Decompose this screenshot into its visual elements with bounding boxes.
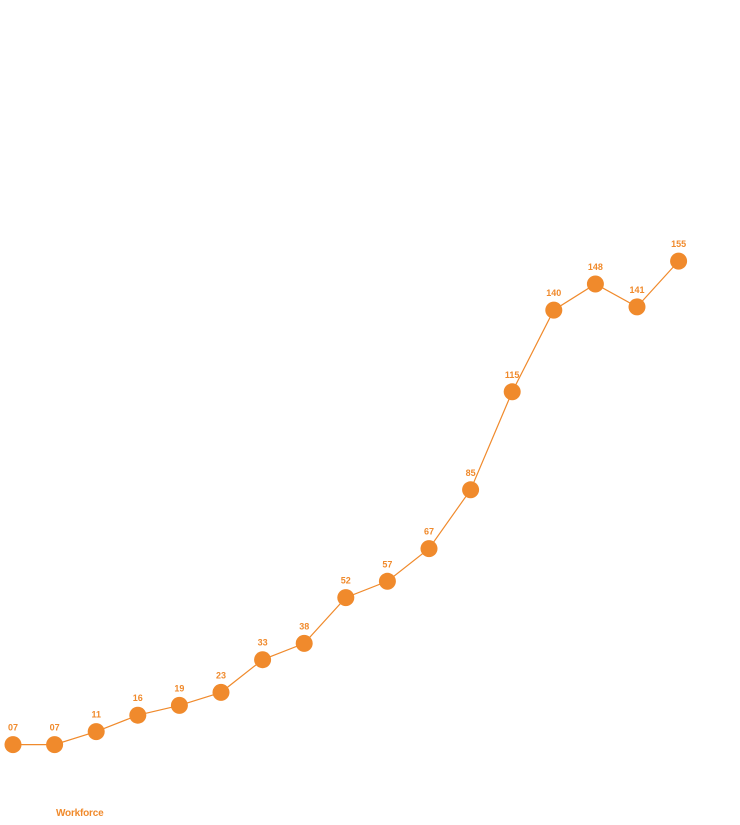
data-point bbox=[254, 651, 272, 669]
data-label: 23 bbox=[216, 670, 226, 680]
data-point bbox=[420, 540, 438, 558]
data-point bbox=[295, 634, 313, 652]
series-line bbox=[13, 260, 680, 746]
data-label: 33 bbox=[258, 638, 268, 648]
data-label: 140 bbox=[546, 288, 561, 298]
data-point bbox=[503, 383, 521, 401]
data-label: 07 bbox=[8, 723, 18, 733]
series-workforce: 07 07 11 16 19 23 33 38 52 57 67 85 115 140 148 141 155 bbox=[4, 239, 688, 754]
data-point bbox=[4, 736, 22, 754]
data-point bbox=[462, 481, 480, 499]
data-label: 148 bbox=[588, 262, 603, 272]
data-point bbox=[212, 683, 230, 701]
data-label: 85 bbox=[466, 468, 476, 478]
data-point bbox=[545, 301, 563, 319]
data-point bbox=[170, 696, 188, 714]
data-point bbox=[628, 298, 646, 316]
data-point bbox=[129, 706, 147, 724]
data-point bbox=[337, 589, 355, 607]
data-point bbox=[586, 275, 604, 293]
data-label: 115 bbox=[505, 370, 520, 380]
data-label: 155 bbox=[671, 239, 686, 249]
data-point bbox=[378, 572, 396, 590]
data-label: 67 bbox=[424, 527, 434, 537]
data-label: 19 bbox=[174, 683, 184, 693]
data-label: 16 bbox=[133, 693, 143, 703]
data-label: 11 bbox=[91, 710, 101, 720]
data-point bbox=[46, 736, 64, 754]
data-label: 52 bbox=[341, 576, 351, 586]
data-label: 38 bbox=[299, 621, 309, 631]
data-label: 07 bbox=[50, 723, 60, 733]
data-point bbox=[87, 723, 105, 741]
data-label: 57 bbox=[382, 559, 392, 569]
data-point bbox=[670, 252, 688, 270]
legend-label-workforce: Workforce bbox=[56, 808, 104, 819]
data-label: 141 bbox=[629, 285, 644, 295]
